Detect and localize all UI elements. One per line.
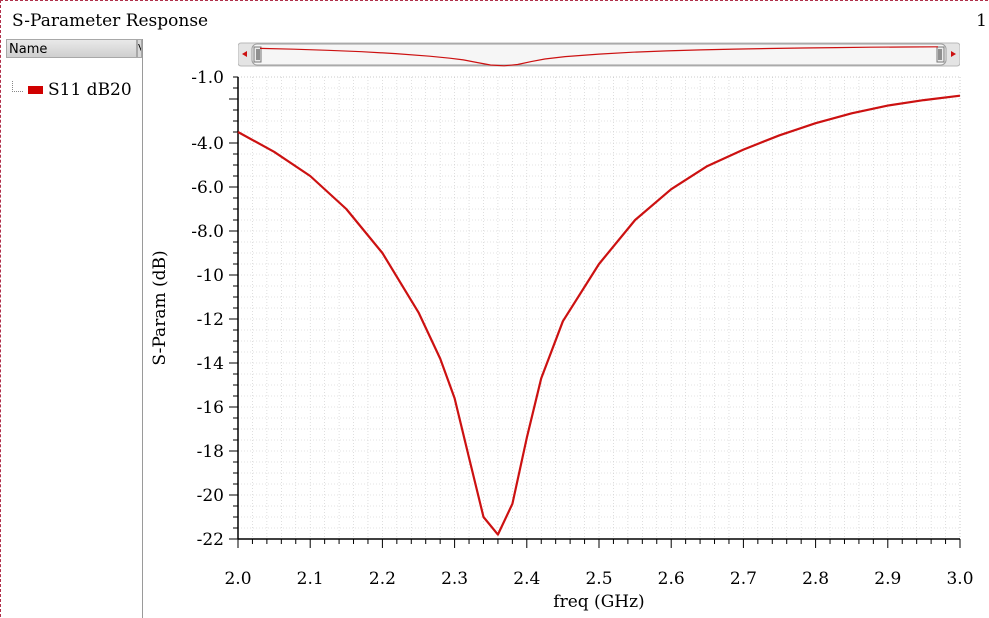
x-tick-label: 2.7 [730,569,757,589]
x-tick-label: 2.4 [513,569,540,589]
x-tick-label: 2.0 [224,569,251,589]
trace-item-s11[interactable]: S11 dB20 [12,80,132,100]
trace-tree-panel: Name V S11 dB20 [6,39,143,618]
s11-trace [237,94,961,536]
y-axis-label: S-Param (dB) [150,250,170,365]
y-tick-label: -16 [197,398,224,418]
y-tick-label: -4.0 [191,134,224,154]
x-tick-label: 2.9 [874,569,901,589]
y-tick-label: -1.0 [191,68,224,88]
tree-column-header-name[interactable]: Name [6,39,137,58]
x-tick-label: 2.8 [802,569,829,589]
y-tick-label: -18 [197,442,224,462]
tree-connector [12,80,23,92]
x-range-scrollbar[interactable] [238,41,960,68]
x-tick-label: 2.6 [658,569,685,589]
y-tick-label: -8.0 [191,222,224,242]
y-tick-label: -10 [197,266,224,286]
tree-column-header-value[interactable]: V [137,39,142,58]
x-ticks: 2.0 2.1 2.2 2.3 2.4 2.5 2.6 2.7 2.8 2.9 3.0 [224,539,974,589]
y-tick-label: -20 [197,486,224,506]
y-ticks: -1.0 -4.0 -6.0 -8.0 -10 -12 -14 -16 -18 -20 -22 [191,68,238,550]
x-tick-label: 2.3 [441,569,468,589]
overview-trace [259,46,939,67]
y-tick-label: -6.0 [191,178,224,198]
scroll-left-handle[interactable] [253,46,262,63]
scroll-left-arrow-icon[interactable] [242,51,247,57]
grid-lines [238,76,961,539]
x-tick-label: 2.1 [297,569,324,589]
y-tick-label: -12 [197,310,224,330]
x-tick-label: 2.5 [585,569,612,589]
x-tick-label: 3.0 [946,569,973,589]
x-tick-label: 2.2 [369,569,396,589]
y-tick-label: -22 [197,530,224,550]
trace-color-swatch [28,86,43,94]
page-number: 1 [976,11,987,31]
x-axis-label: freq (GHz) [553,592,644,612]
scroll-right-handle[interactable] [936,46,945,63]
y-tick-label: -14 [197,354,224,374]
graph-title: S-Parameter Response [12,11,209,31]
trace-label: S11 dB20 [48,80,132,100]
scroll-right-arrow-icon[interactable] [951,51,956,57]
